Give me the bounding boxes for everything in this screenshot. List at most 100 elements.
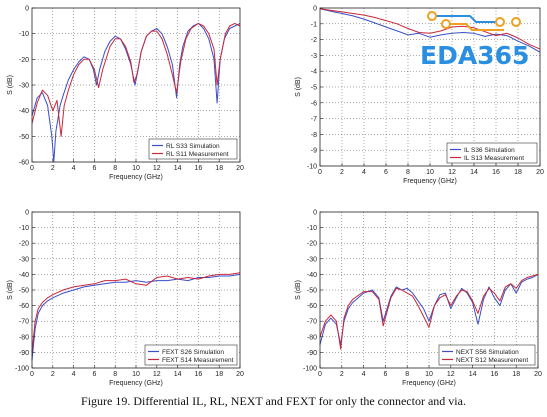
x-tick-label: 0 <box>318 169 322 176</box>
x-tick-label: 12 <box>153 371 161 378</box>
x-tick-label: 10 <box>132 165 140 172</box>
x-axis-label: Frequency (GHz) <box>109 174 163 181</box>
x-tick-label: 16 <box>491 371 499 378</box>
legend-box <box>446 142 538 164</box>
x-tick-label: 4 <box>72 371 76 378</box>
x-tick-label: 16 <box>195 165 203 172</box>
y-tick-label: -4 <box>311 69 317 76</box>
x-tick-label: 20 <box>236 371 244 378</box>
y-tick-label: 0 <box>25 6 29 13</box>
series-line-simulation <box>319 8 541 53</box>
y-tick-label: -10 <box>307 164 317 171</box>
series-line-measurement <box>319 8 541 50</box>
y-tick-label: -60 <box>307 303 317 310</box>
x-tick-label: 18 <box>514 169 522 176</box>
legend-entry: FEXT S14 Measurement <box>162 357 234 364</box>
y-tick-label: -10 <box>19 225 29 232</box>
series-line-simulation <box>31 273 241 361</box>
x-tick-label: 16 <box>195 371 203 378</box>
y-tick-label: 0 <box>313 6 317 13</box>
legend-entry: FEXT S26 Simulation <box>162 349 224 356</box>
x-tick-label: 20 <box>534 371 542 378</box>
x-tick-label: 8 <box>113 165 117 172</box>
y-tick-label: -100 <box>15 366 29 373</box>
x-tick-label: 2 <box>340 371 344 378</box>
y-tick-label: -50 <box>307 288 317 295</box>
legend-entry: IL S13 Measurement <box>464 155 524 162</box>
x-tick-label: 8 <box>113 371 117 378</box>
y-tick-label: -8 <box>311 132 317 139</box>
series-line-measurement <box>31 272 241 353</box>
x-tick-label: 4 <box>362 169 366 176</box>
y-tick-label: -40 <box>19 272 29 279</box>
legend-box <box>438 344 536 366</box>
figure-caption: Figure 19. Differential IL, RL, NEXT and… <box>81 394 466 408</box>
y-tick-label: -6 <box>311 100 317 107</box>
chart-fext: 0 2 4 6 8 10 12 14 16 18 20 0 -10 -20 -30 -40 -50 -60 -70 -… <box>7 210 244 388</box>
y-tick-label: -50 <box>19 288 29 295</box>
series-line-simulation <box>31 22 241 163</box>
x-tick-label: 6 <box>92 371 96 378</box>
y-axis-label: S (dB) <box>295 77 302 97</box>
x-axis-label: Frequency (GHz) <box>402 380 456 387</box>
y-tick-label: -2 <box>311 37 317 44</box>
y-tick-label: -3 <box>311 53 317 60</box>
x-tick-label: 10 <box>425 371 433 378</box>
legend-entry: IL S36 Simulation <box>464 147 515 154</box>
series-line-measurement <box>319 273 539 350</box>
watermark-logo: EDA365 <box>420 11 529 70</box>
y-tick-label: -80 <box>307 334 317 341</box>
y-tick-label: -1 <box>311 21 317 28</box>
x-tick-label: 10 <box>426 169 434 176</box>
y-tick-label: -50 <box>19 134 29 141</box>
y-tick-label: -40 <box>19 108 29 115</box>
legend-box <box>144 344 238 366</box>
chart-next: 0 2 4 6 8 10 12 14 16 18 20 0 -10 -20 -30 -40 -50 -60 -70 -… <box>295 210 542 388</box>
y-axis-label: S (dB) <box>7 280 14 300</box>
legend-entry: NEXT S56 Simulation <box>456 349 519 356</box>
x-tick-label: 14 <box>470 169 478 176</box>
y-tick-label: -70 <box>307 319 317 326</box>
y-tick-label: 0 <box>25 210 29 217</box>
chart-il: 0 2 4 6 8 10 12 14 16 18 20 0 -1 -2 -3 -4 -5 -6 -7 -8 -9 -10 F… <box>295 6 544 186</box>
series-line-simulation <box>319 273 539 346</box>
x-tick-label: 6 <box>383 371 387 378</box>
y-tick-label: -40 <box>307 272 317 279</box>
y-tick-label: -100 <box>303 366 317 373</box>
x-tick-label: 18 <box>512 371 520 378</box>
x-tick-label: 4 <box>362 371 366 378</box>
x-tick-label: 0 <box>30 371 34 378</box>
x-tick-label: 2 <box>51 165 55 172</box>
x-tick-label: 6 <box>92 165 96 172</box>
y-tick-label: -30 <box>307 256 317 263</box>
y-tick-label: -80 <box>19 334 29 341</box>
x-axis-label: Frequency (GHz) <box>109 380 163 387</box>
x-tick-label: 20 <box>236 165 244 172</box>
legend-entry: RL S11 Measurement <box>166 151 229 158</box>
y-tick-label: -90 <box>307 350 317 357</box>
y-tick-label: -5 <box>311 85 317 92</box>
y-tick-label: -90 <box>19 350 29 357</box>
x-tick-label: 18 <box>215 371 223 378</box>
series-line-measurement <box>31 22 241 137</box>
x-tick-label: 8 <box>405 371 409 378</box>
y-axis-label: S (dB) <box>7 75 14 95</box>
x-tick-label: 6 <box>384 169 388 176</box>
x-tick-label: 0 <box>318 371 322 378</box>
y-tick-label: -20 <box>19 241 29 248</box>
x-tick-label: 2 <box>340 169 344 176</box>
x-tick-label: 12 <box>447 371 455 378</box>
x-tick-label: 12 <box>448 169 456 176</box>
y-tick-label: -60 <box>19 160 29 167</box>
y-axis-label: S (dB) <box>295 280 302 300</box>
y-tick-label: -10 <box>19 31 29 38</box>
y-tick-label: -7 <box>311 116 317 123</box>
y-tick-label: -70 <box>19 319 29 326</box>
x-tick-label: 10 <box>132 371 140 378</box>
y-tick-label: 0 <box>313 210 317 217</box>
legend-entry: RL S33 Simulation <box>166 143 220 150</box>
